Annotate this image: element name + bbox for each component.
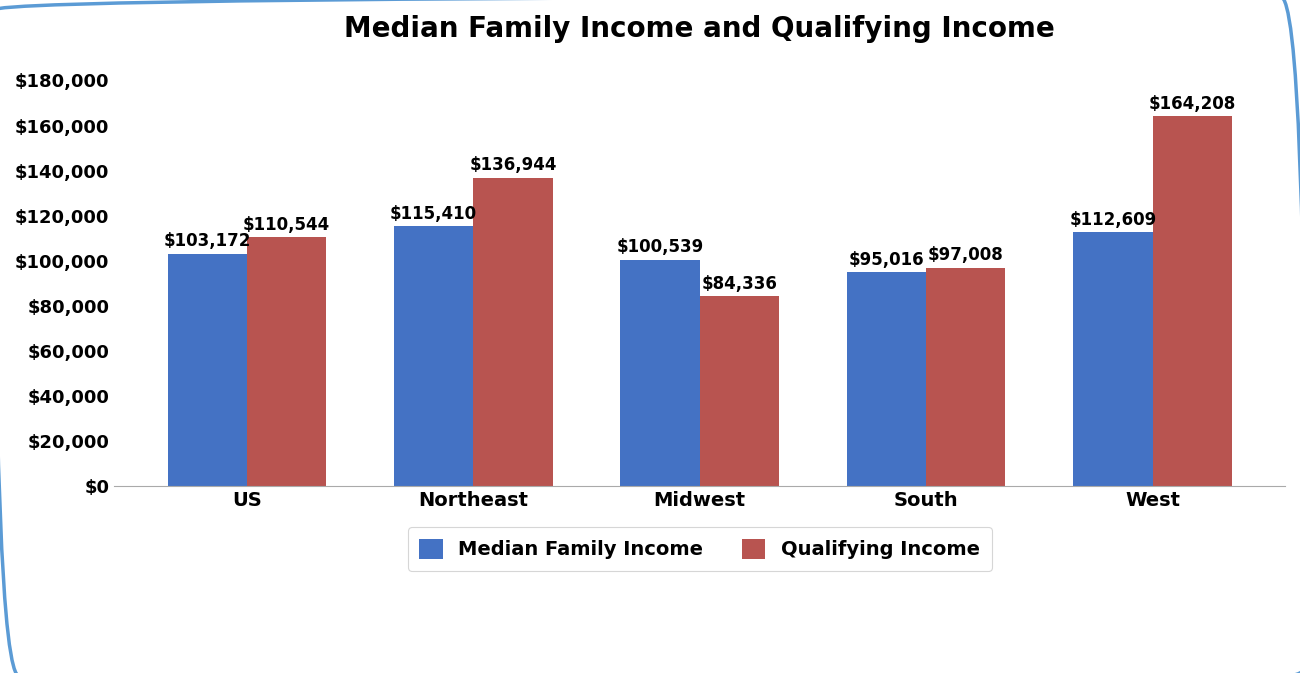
Bar <box>168 254 247 487</box>
Bar <box>1074 232 1153 487</box>
Bar <box>1153 116 1232 487</box>
Text: $136,944: $136,944 <box>469 156 556 174</box>
Text: $100,539: $100,539 <box>616 238 703 256</box>
Bar <box>394 226 473 487</box>
Text: $164,208: $164,208 <box>1148 95 1236 112</box>
Text: $112,609: $112,609 <box>1070 211 1157 229</box>
Bar <box>473 178 552 487</box>
Legend: Median Family Income, Qualifying Income: Median Family Income, Qualifying Income <box>408 527 992 571</box>
Text: $110,544: $110,544 <box>243 215 330 234</box>
Text: $84,336: $84,336 <box>702 275 777 293</box>
Bar <box>926 268 1005 487</box>
Bar <box>247 237 326 487</box>
Bar <box>620 260 699 487</box>
Text: $103,172: $103,172 <box>164 232 251 250</box>
Text: $95,016: $95,016 <box>849 251 924 269</box>
Text: $97,008: $97,008 <box>928 246 1004 264</box>
Title: Median Family Income and Qualifying Income: Median Family Income and Qualifying Inco… <box>344 15 1056 43</box>
Bar <box>699 296 779 487</box>
Bar <box>846 272 926 487</box>
Text: $115,410: $115,410 <box>390 205 477 223</box>
